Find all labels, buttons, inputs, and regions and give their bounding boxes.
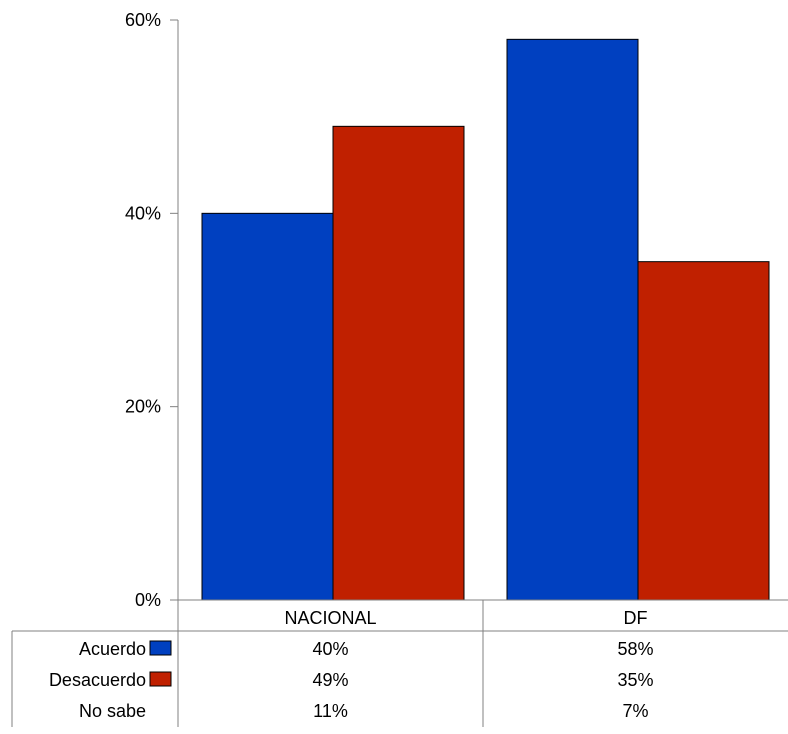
table-cell-value: 49%	[312, 670, 348, 690]
row-label: Acuerdo	[79, 639, 146, 659]
table-cell-value: 11%	[313, 701, 348, 721]
bar-acuerdo-df	[506, 38, 639, 601]
y-tick-label: 40%	[125, 203, 161, 223]
category-label: DF	[624, 608, 648, 628]
legend-swatch	[149, 640, 172, 656]
table-cell-value: 40%	[312, 639, 348, 659]
table-cell-value: 7%	[622, 701, 648, 721]
bar-desacuerdo-nacional	[332, 125, 465, 601]
y-tick-label: 20%	[125, 397, 161, 417]
data-table: NACIONAL DF Acuerdo 40% 58% Desacuerdo 49% 35% N…	[11, 599, 788, 727]
row-label: Desacuerdo	[49, 670, 146, 690]
table-cell-value: 35%	[617, 670, 653, 690]
y-tick-label: 0%	[135, 590, 161, 610]
y-tick-label: 60%	[125, 10, 161, 30]
legend-swatch	[149, 671, 172, 687]
bar-desacuerdo-df	[637, 261, 770, 601]
row-label: No sabe	[79, 701, 146, 721]
category-label: NACIONAL	[284, 608, 376, 628]
table-cell-value: 58%	[617, 639, 653, 659]
bar-acuerdo-nacional	[201, 212, 334, 601]
bars	[201, 38, 770, 601]
y-axis-ticks: 0% 20% 40% 60%	[125, 10, 178, 610]
